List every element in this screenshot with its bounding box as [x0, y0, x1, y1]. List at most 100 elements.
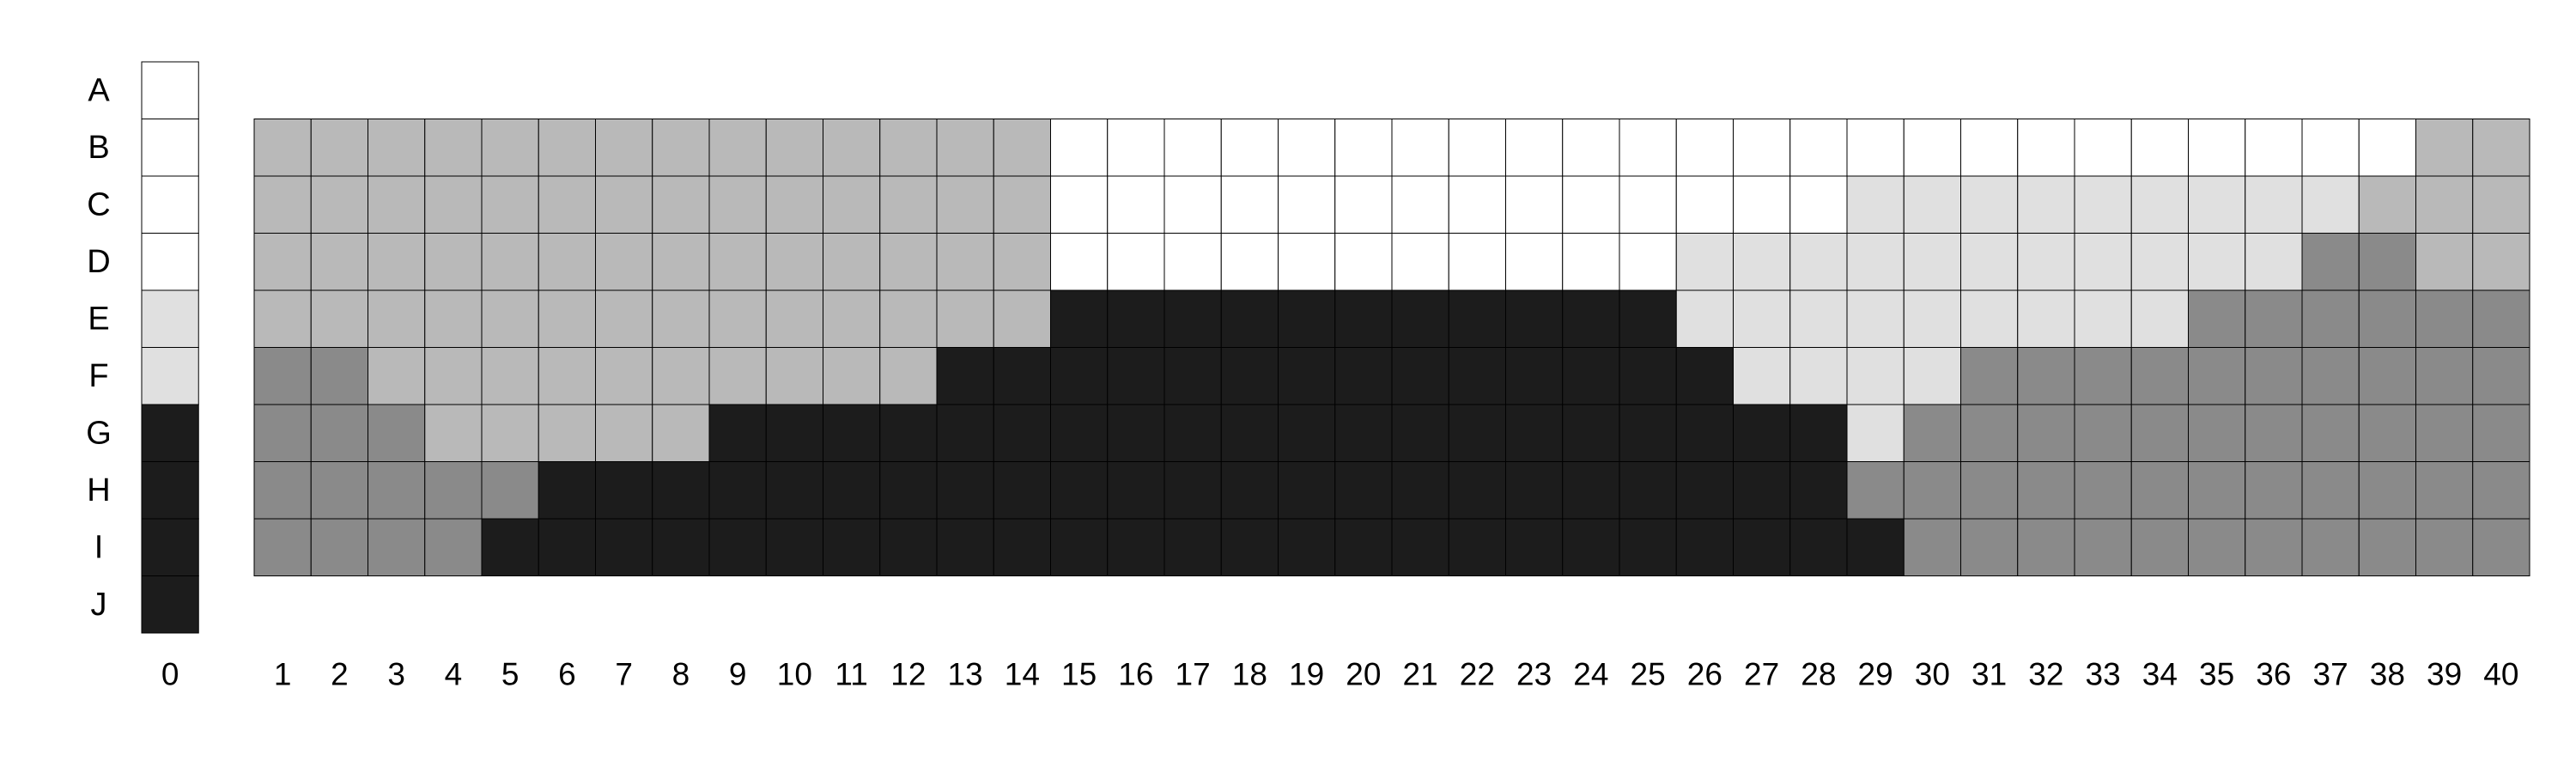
cell-B-25 — [1619, 119, 1677, 177]
cell-F-4 — [424, 347, 483, 405]
row-label-C: C — [87, 186, 110, 222]
key-column — [141, 61, 199, 634]
column-label-25: 25 — [1631, 657, 1666, 692]
cell-F-23 — [1505, 347, 1564, 405]
cell-D-14 — [993, 233, 1051, 291]
cell-D-6 — [538, 233, 596, 291]
cell-D-16 — [1107, 233, 1165, 291]
cell-F-14 — [993, 347, 1051, 405]
cell-D-38 — [2358, 233, 2416, 291]
cell-I-28 — [1789, 518, 1848, 576]
cell-E-24 — [1562, 289, 1620, 348]
cell-I-39 — [2415, 518, 2474, 576]
cell-F-36 — [2245, 347, 2303, 405]
cell-G-22 — [1448, 404, 1506, 462]
cell-E-30 — [1903, 289, 1961, 348]
column-label-29: 29 — [1858, 657, 1893, 692]
cell-E-13 — [936, 289, 994, 348]
cell-E-8 — [652, 289, 710, 348]
cell-C-23 — [1505, 175, 1564, 234]
cell-F-19 — [1278, 347, 1336, 405]
cell-G-29 — [1846, 404, 1905, 462]
cell-I-14 — [993, 518, 1051, 576]
cell-E-6 — [538, 289, 596, 348]
cell-H-35 — [2188, 461, 2246, 520]
cell-G-16 — [1107, 404, 1165, 462]
cell-F-38 — [2358, 347, 2416, 405]
cell-B-16 — [1107, 119, 1165, 177]
cell-I-31 — [1960, 518, 2019, 576]
cell-C-20 — [1334, 175, 1393, 234]
cell-H-31 — [1960, 461, 2019, 520]
column-label-16: 16 — [1118, 657, 1153, 692]
row-label-A: A — [88, 72, 110, 108]
cell-C-25 — [1619, 175, 1677, 234]
cell-D-23 — [1505, 233, 1564, 291]
column-label-28: 28 — [1801, 657, 1836, 692]
cell-F-26 — [1675, 347, 1734, 405]
cell-F-18 — [1220, 347, 1279, 405]
cell-G-11 — [823, 404, 881, 462]
cell-C-32 — [2017, 175, 2075, 234]
cell-E-32 — [2017, 289, 2075, 348]
column-label-2: 2 — [331, 657, 349, 692]
cell-G-14 — [993, 404, 1051, 462]
cell-F-9 — [708, 347, 767, 405]
cell-D-37 — [2301, 233, 2360, 291]
cell-F-16 — [1107, 347, 1165, 405]
cell-D-19 — [1278, 233, 1336, 291]
cell-C-39 — [2415, 175, 2474, 234]
cell-H-30 — [1903, 461, 1961, 520]
cell-D-29 — [1846, 233, 1905, 291]
cell-H-26 — [1675, 461, 1734, 520]
cell-B-1 — [253, 119, 312, 177]
grid-cells — [253, 119, 2530, 576]
cell-F-13 — [936, 347, 994, 405]
row-label-E: E — [88, 301, 109, 337]
cell-F-30 — [1903, 347, 1961, 405]
cell-I-9 — [708, 518, 767, 576]
cell-H-33 — [2074, 461, 2132, 520]
cell-C-15 — [1050, 175, 1109, 234]
column-label-32: 32 — [2028, 657, 2063, 692]
cell-I-37 — [2301, 518, 2360, 576]
cell-C-26 — [1675, 175, 1734, 234]
cell-B-27 — [1733, 119, 1791, 177]
cell-C-3 — [368, 175, 426, 234]
cell-I-4 — [424, 518, 483, 576]
cell-C-8 — [652, 175, 710, 234]
cell-D-28 — [1789, 233, 1848, 291]
cell-F-28 — [1789, 347, 1848, 405]
cell-H-19 — [1278, 461, 1336, 520]
cell-D-34 — [2130, 233, 2189, 291]
cell-F-35 — [2188, 347, 2246, 405]
cell-B-32 — [2017, 119, 2075, 177]
cell-G-1 — [253, 404, 312, 462]
cell-B-26 — [1675, 119, 1734, 177]
column-label-24: 24 — [1573, 657, 1608, 692]
cell-E-27 — [1733, 289, 1791, 348]
cell-D-2 — [310, 233, 368, 291]
cell-H-27 — [1733, 461, 1791, 520]
cell-B-38 — [2358, 119, 2416, 177]
cell-E-31 — [1960, 289, 2019, 348]
cell-I-25 — [1619, 518, 1677, 576]
cell-C-9 — [708, 175, 767, 234]
cell-D-27 — [1733, 233, 1791, 291]
cell-D-39 — [2415, 233, 2474, 291]
column-label-6: 6 — [558, 657, 576, 692]
cell-C-5 — [481, 175, 539, 234]
cell-I-1 — [253, 518, 312, 576]
row-label-J: J — [91, 587, 107, 623]
cell-F-37 — [2301, 347, 2360, 405]
cell-B-23 — [1505, 119, 1564, 177]
column-label-23: 23 — [1516, 657, 1552, 692]
cell-F-11 — [823, 347, 881, 405]
cell-G-15 — [1050, 404, 1109, 462]
cell-B-11 — [823, 119, 881, 177]
column-label-0: 0 — [161, 657, 179, 692]
cell-F-2 — [310, 347, 368, 405]
cell-H-12 — [879, 461, 938, 520]
cell-F-8 — [652, 347, 710, 405]
